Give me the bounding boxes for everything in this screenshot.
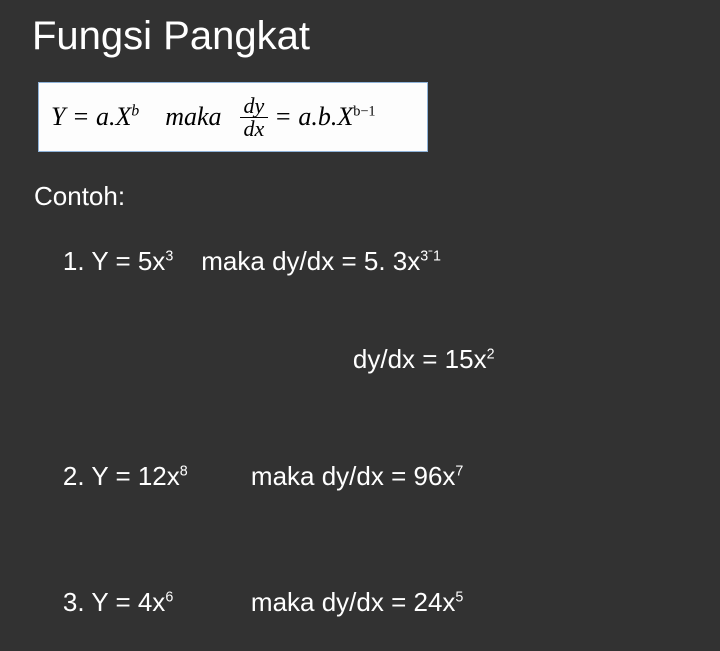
formula-fraction: dy dx [240, 95, 269, 140]
formula-lhs-exp: b [131, 102, 139, 119]
ex1-lhs: 1. Y = 5x [63, 246, 165, 276]
ex1-lhs-exp: 3 [165, 248, 173, 264]
contoh-label: Contoh: [34, 180, 495, 213]
formula-lhs: Y = a.Xb [51, 102, 139, 132]
ex2-rhs-exp: 7 [455, 463, 463, 479]
formula-lhs-text: Y = a.X [51, 102, 131, 131]
ex2-rhs: dy/dx = 96x [314, 461, 455, 491]
formula-rhs-exp: b−1 [353, 103, 375, 119]
ex3-maka: maka [251, 587, 315, 617]
ex2-lhs: 2. Y = 12x [63, 461, 180, 491]
ex1-rhs1-exp: 3ˉ1 [420, 248, 441, 264]
slide-title: Fungsi Pangkat [32, 14, 310, 59]
ex3-lhs-exp: 6 [165, 589, 173, 605]
ex1-rhs1: dy/dx = 5. 3x [272, 246, 420, 276]
formula-maka: maka [165, 102, 221, 132]
formula-rhs: = a.b.Xb−1 [274, 102, 375, 132]
ex3-lhs: 3. Y = 4x [63, 587, 165, 617]
example-1-line-2: dy/dx = 15x2 [34, 310, 495, 408]
content-body: Contoh: 1. Y = 5x3maka dy/dx = 5. 3x3ˉ1 … [34, 180, 495, 651]
ex3-rhs: dy/dx = 24x [314, 587, 455, 617]
ex1-rhs2: dy/dx = 15x [353, 344, 487, 374]
example-1-line-1: 1. Y = 5x3 maka dy/dx = 5. 3x3ˉ1 [34, 213, 495, 311]
ex2-lhs-exp: 8 [180, 463, 188, 479]
formula-rhs-text: = a.b.X [274, 102, 353, 131]
fraction-numerator: dy [240, 95, 269, 118]
example-3: 3. Y = 4x6 maka dy/dx = 24x5 [34, 553, 495, 651]
formula-box: Y = a.Xb maka dy dx = a.b.Xb−1 [38, 82, 428, 152]
example-2: 2. Y = 12x8 maka dy/dx = 96x7 [34, 428, 495, 526]
fraction-denominator: dx [240, 118, 269, 140]
ex1-maka: maka [201, 246, 265, 276]
ex1-rhs2-exp: 2 [487, 346, 495, 362]
ex3-rhs-exp: 5 [455, 589, 463, 605]
ex2-maka: maka [251, 461, 315, 491]
